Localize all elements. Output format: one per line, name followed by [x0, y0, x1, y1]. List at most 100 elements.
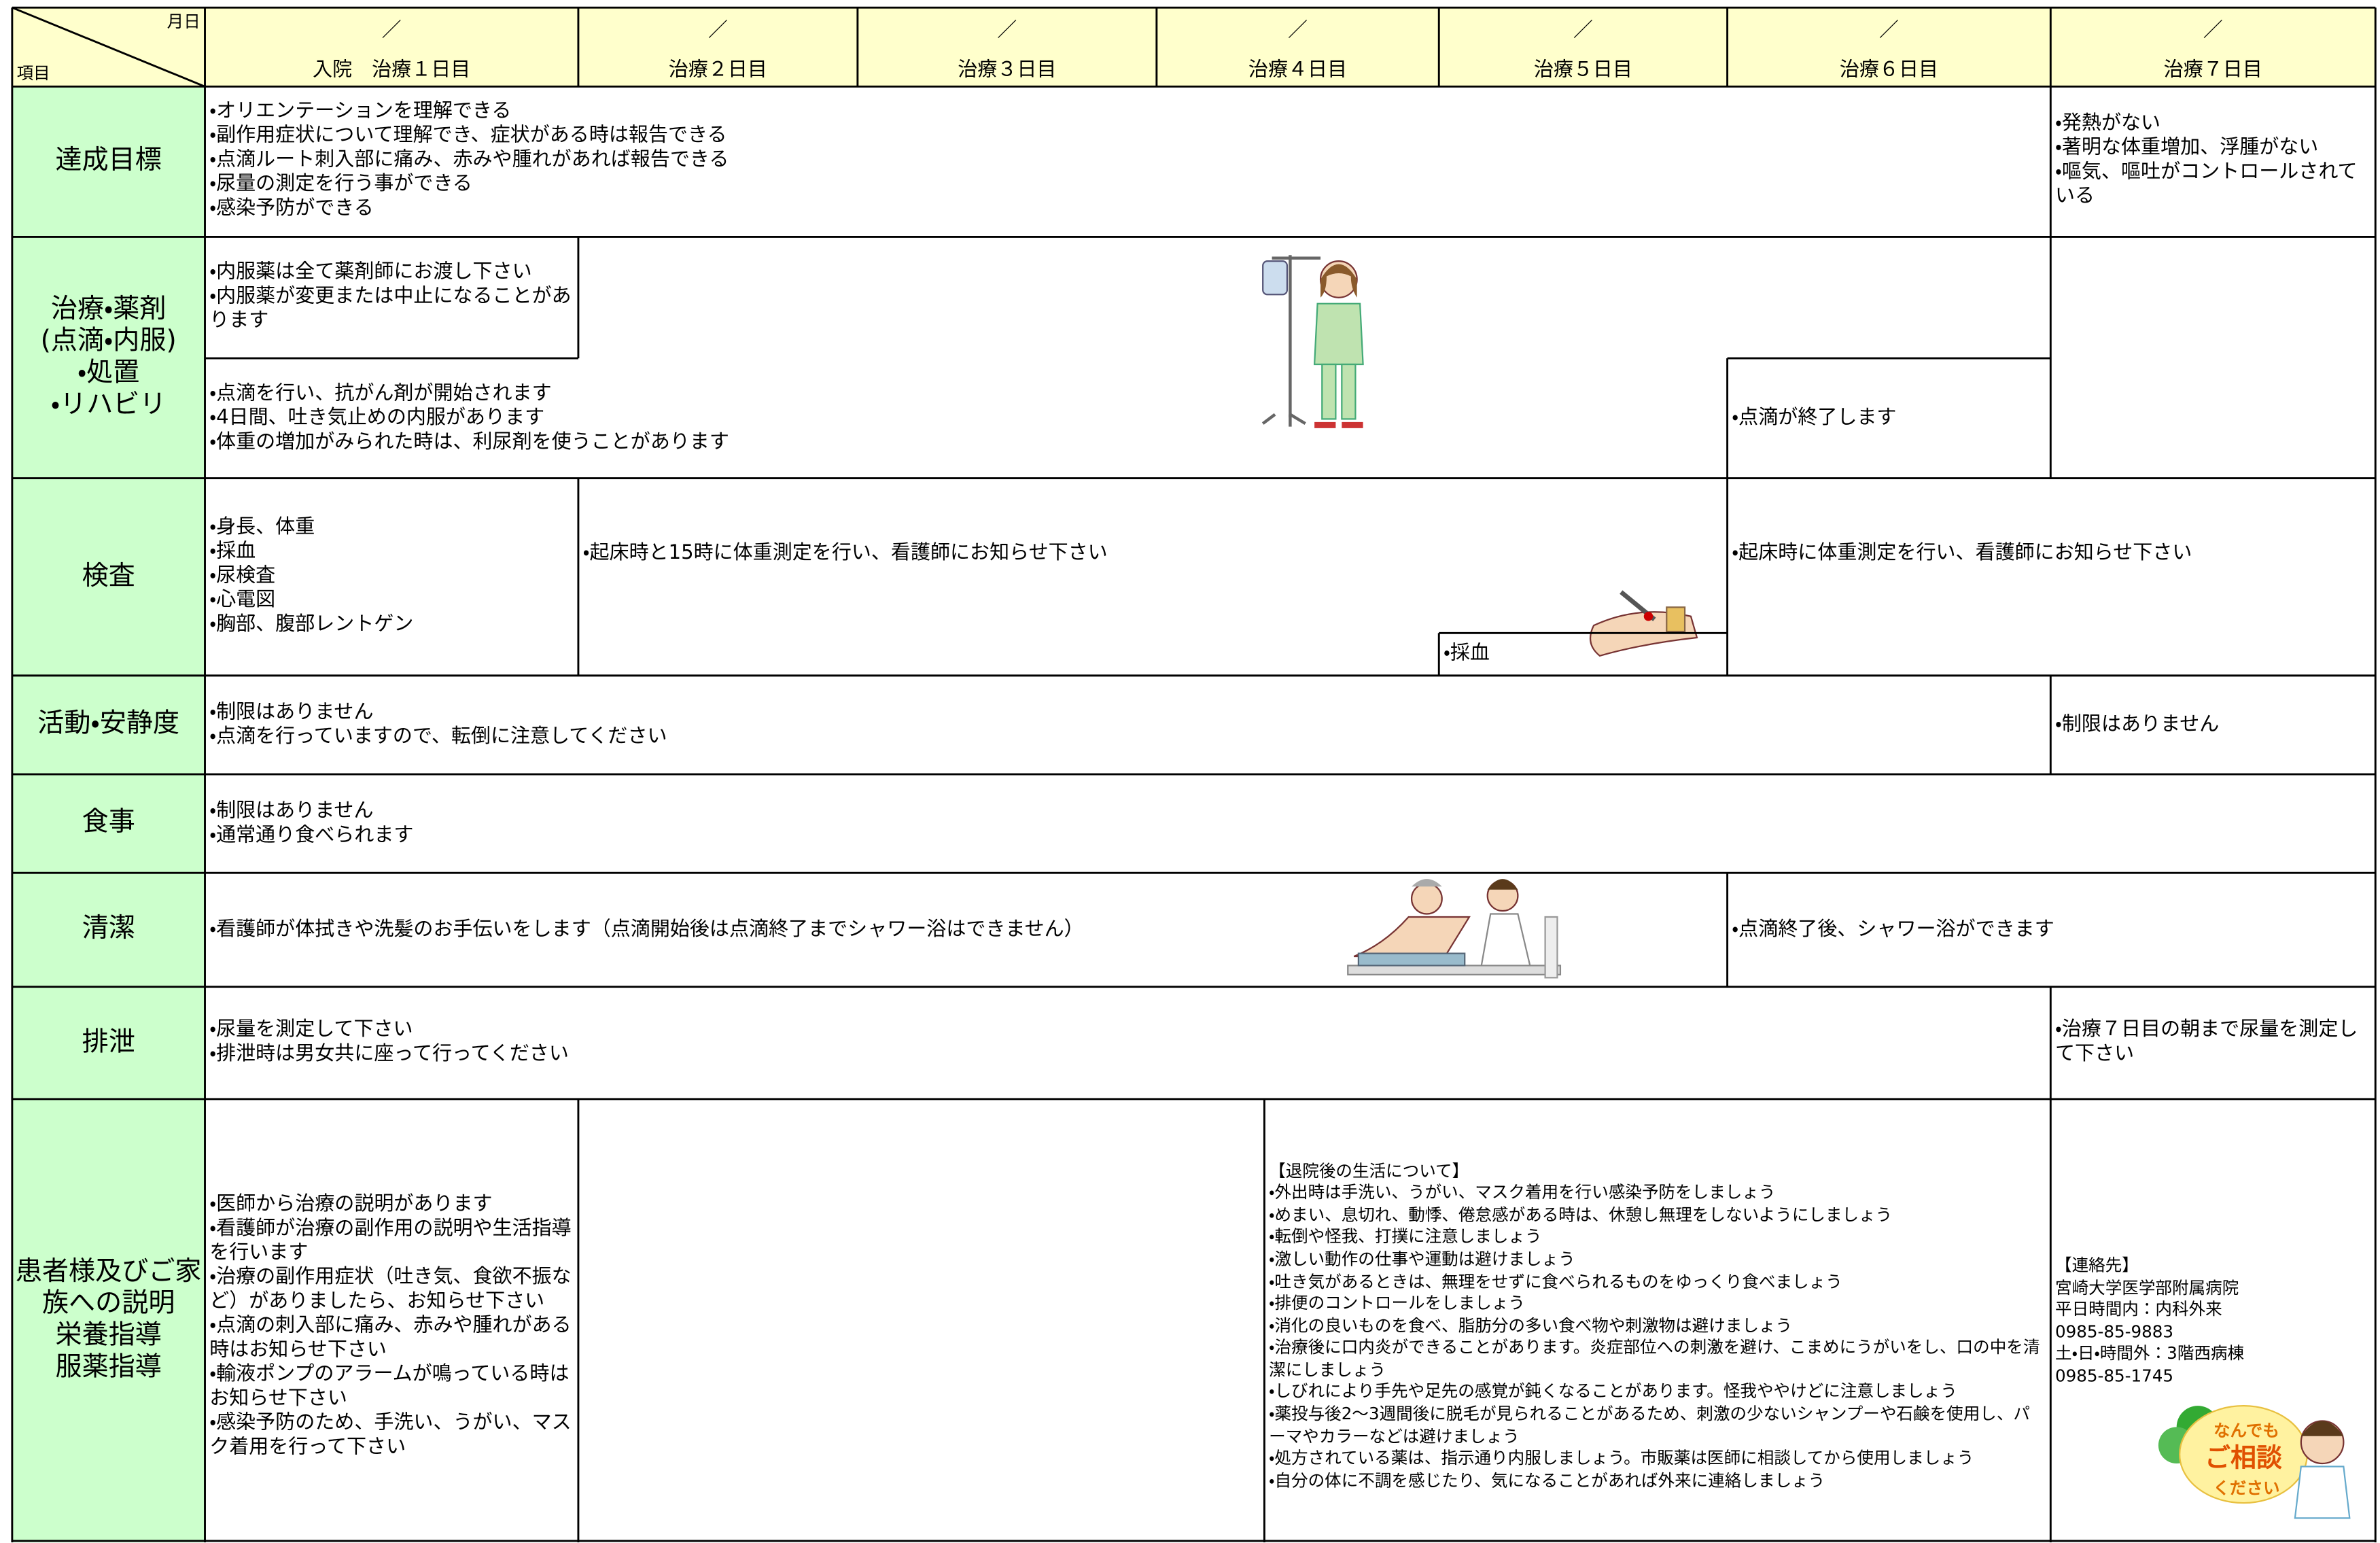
- text-line: ・看護師が治療の副作用の説明や生活指導を行います: [209, 1217, 572, 1265]
- text-line: 土・日・時間外：3階西病棟: [2055, 1344, 2245, 1364]
- day-header: ／ 治療６日目: [1727, 7, 2051, 87]
- text-line: ・外出時は手洗い、うがい、マスク着用を行い感染予防をしましょう: [1269, 1183, 1776, 1203]
- day-label: 治療３日目: [958, 59, 1057, 82]
- text-line: ・起床時に体重測定を行い、看護師にお知らせ下さい: [1732, 542, 2192, 565]
- cell-text: ・起床時に体重測定を行い、看護師にお知らせ下さい: [1728, 479, 2376, 634]
- day-header: ／ 治療５日目: [1439, 7, 1728, 87]
- text-line: ・身長、体重: [209, 516, 315, 539]
- text-line: ・感染予防のため、手洗い、うがい、マスク着用を行って下さい: [209, 1412, 572, 1459]
- text-line: ・嘔気、嘔吐がコントロールされている: [2055, 160, 2358, 208]
- text-line: ・しびれにより手先や足先の感覚が鈍くなることがあります。怪我ややけどに注意しまし…: [1269, 1382, 1957, 1402]
- day-header: ／ 治療２日目: [578, 7, 858, 87]
- consult-badge: なんでも ご相談 ください: [2158, 1405, 2351, 1519]
- cell-text: 【退院後の生活について】 ・外出時は手洗い、うがい、マスク着用を行い感染予防をしま…: [1264, 1099, 2050, 1542]
- text-line: ・尿量を測定して下さい: [209, 1018, 413, 1042]
- row-label-line: 治療・薬剤: [50, 294, 167, 324]
- cell-text: ・看護師が体拭きや洗髪のお手伝いをします（点滴開始後は点滴終了までシャワー浴はで…: [205, 873, 1728, 987]
- text-line: ・通常通り食べられます: [209, 823, 414, 847]
- row-label-line: 栄養指導: [55, 1321, 162, 1351]
- day-header: ／ 治療７日目: [2050, 7, 2376, 87]
- cell-text: ・採血: [1439, 633, 1727, 676]
- text-line: ・治療７日目の朝まで尿量を測定して下さい: [2055, 1018, 2358, 1066]
- row-label-line: 清潔: [82, 914, 135, 945]
- row-label-line: 食事: [82, 808, 135, 838]
- row-label: 検査: [12, 478, 205, 676]
- text-line: 0985-85-9883: [2055, 1321, 2174, 1342]
- day-header: ／ 治療３日目: [857, 7, 1157, 87]
- day-label: 治療６日目: [1839, 59, 1939, 82]
- row-label: 清潔: [12, 873, 205, 987]
- text-line: ・排泄時は男女共に座って行ってください: [209, 1043, 569, 1066]
- day-label: 治療２日目: [668, 59, 767, 82]
- text-line: ・点滴の刺入部に痛み、赤みや腫れがある時はお知らせ下さい: [209, 1315, 572, 1362]
- text-line: ・薬投与後2～3週間後に脱毛が見られることがあるため、刺激の少ないシャンプーや石…: [1269, 1404, 2030, 1446]
- text-line: ・4日間、吐き気止めの内服があります: [209, 406, 545, 429]
- row-label-line: ・処置: [77, 357, 140, 388]
- text-line: ・点滴を行っていますので、転倒に注意してください: [209, 725, 667, 748]
- text-line: ・尿検査: [209, 564, 276, 588]
- text-line: 【連絡先】: [2055, 1255, 2139, 1276]
- badge-text: ください: [2213, 1478, 2279, 1498]
- text-line: ・自分の体に不調を感じたり、気になることがあれば外来に連絡しましょう: [1269, 1470, 1825, 1491]
- text-line: 平日時間内：内科外来: [2055, 1300, 2222, 1320]
- day-date-mark: ／: [381, 20, 402, 43]
- day-date-mark: ／: [1288, 20, 1308, 43]
- text-line: ・制限はありません: [2055, 712, 2220, 736]
- row-label: 排泄: [12, 986, 205, 1099]
- day-label: 治療７日目: [2163, 59, 2262, 82]
- text-line: ・治療の副作用症状（吐き気、食欲不振など）がありましたら、お知らせ下さい: [209, 1266, 572, 1313]
- text-line: ・採血: [209, 540, 256, 564]
- cell-text: ・点滴を行い、抗がん剤が開始されます ・4日間、吐き気止めの内服があります ・体重の…: [205, 358, 1728, 478]
- text-line: ・心電図: [209, 589, 276, 612]
- text-line: ・処方されている薬は、指示通り内服しましょう。市販薬は医師に相談してから使用しま…: [1269, 1449, 1974, 1469]
- bathing-illustration: [1347, 879, 1562, 979]
- badge-text: なんでも: [2213, 1421, 2279, 1440]
- day-header: ／ 治療４日目: [1156, 7, 1439, 87]
- day-date-mark: ／: [2203, 20, 2223, 43]
- text-line: ・吐き気があるときは、無理をせずに食べられるものをゆっくり食べましょう: [1269, 1271, 1842, 1291]
- cell-text: ・医師から治療の説明があります ・看護師が治療の副作用の説明や生活指導を行います・…: [205, 1099, 578, 1542]
- day-label: 入院 治療１日目: [313, 59, 471, 82]
- text-line: ・起床時と15時に体重測定を行い、看護師にお知らせ下さい: [582, 542, 1108, 565]
- text-line: ・排便のコントロールをしましょう: [1269, 1294, 1526, 1314]
- day-label: 治療４日目: [1248, 59, 1348, 82]
- day-date-mark: ／: [707, 20, 728, 43]
- row-label: 活動・安静度: [12, 675, 205, 775]
- badge-text: ご相談: [2205, 1442, 2282, 1472]
- text-line: ・医師から治療の説明があります: [209, 1193, 493, 1216]
- cell-text: ・起床時と15時に体重測定を行い、看護師にお知らせ下さい: [578, 479, 1728, 634]
- text-line: ・副作用症状について理解でき、症状がある時は報告できる: [209, 124, 727, 148]
- day-label: 治療５日目: [1533, 59, 1633, 82]
- cell-text: ・点滴終了後、シャワー浴ができます: [1728, 873, 2376, 987]
- cell-text: ・治療７日目の朝まで尿量を測定して下さい: [2050, 987, 2375, 1099]
- text-line: ・転倒や怪我、打撲に注意しましょう: [1269, 1227, 1542, 1247]
- text-line: ・めまい、息切れ、動悸、倦怠感がある時は、休憩し無理をしないようにしましょう: [1269, 1204, 1893, 1225]
- text-line: ・激しい動作の仕事や運動は避けましょう: [1269, 1249, 1575, 1269]
- row-label-line: 活動・安静度: [37, 708, 180, 740]
- text-line: ・内服薬が変更または中止になることがあります: [209, 285, 572, 333]
- cell-text: ・点滴が終了します: [1728, 358, 2051, 478]
- text-line: ・点滴を行い、抗がん剤が開始されます: [209, 381, 552, 405]
- row-label-line: 達成目標: [55, 145, 162, 177]
- row-label: 食事: [12, 774, 205, 873]
- row-label-line: ・リハビリ: [50, 389, 167, 420]
- cell-text: 【連絡先】 宮崎大学医学部附属病院 平日時間内：内科外来 0985-85-9883 土・…: [2050, 1099, 2375, 1542]
- text-line: 宮崎大学医学部附属病院: [2055, 1277, 2239, 1298]
- row-label-line: 排泄: [82, 1026, 135, 1058]
- text-line: ・胸部、腹部レントゲン: [209, 613, 414, 636]
- text-line: ・感染予防ができる: [209, 197, 374, 220]
- row-label-line: 服薬指導: [55, 1352, 162, 1383]
- cell-text: ・内服薬は全て薬剤師にお渡し下さい ・内服薬が変更または中止になることがあります: [205, 237, 578, 358]
- text-line: ・輸液ポンプのアラームが鳴っている時はお知らせ下さい: [209, 1363, 570, 1410]
- text-line: ・尿量の測定を行う事ができる: [209, 173, 472, 196]
- day-date-mark: ／: [1573, 20, 1593, 43]
- text-line: ・オリエンテーションを理解できる: [209, 100, 512, 123]
- cell-text: ・身長、体重 ・採血 ・尿検査 ・心電図 ・胸部、腹部レントゲン: [205, 479, 578, 676]
- row-label: 治療・薬剤 (点滴・内服) ・処置 ・リハビリ: [12, 237, 205, 479]
- text-line: ・発熱がない: [2055, 112, 2161, 135]
- text-line: ・制限はありません: [209, 700, 374, 724]
- cell-text: ・制限はありません ・点滴を行っていますので、転倒に注意してください: [205, 676, 2051, 774]
